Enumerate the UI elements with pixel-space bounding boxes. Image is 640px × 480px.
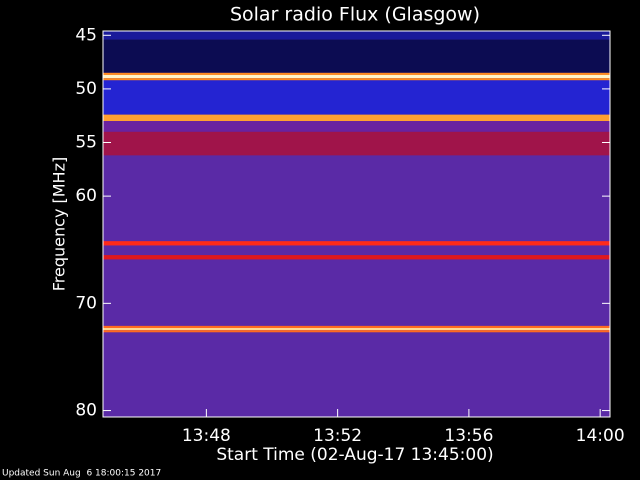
frequency-band [103,330,610,333]
frequency-band [103,72,610,75]
chart-title: Solar radio Flux (Glasgow) [230,4,480,26]
x-tick-label: 13:48 [182,426,231,446]
x-tick-label: 14:00 [576,426,625,446]
y-tick-label: 45 [75,25,97,45]
frequency-band [103,80,610,115]
frequency-band [103,74,610,79]
frequency-band [103,39,610,73]
frequency-band [103,31,610,40]
frequency-band [103,121,610,132]
frequency-band [103,131,610,156]
frequency-band [103,328,610,331]
footer: Updated Sun Aug 6 18:00:15 2017 [2,469,161,479]
x-tick-label: 13:52 [313,426,362,446]
y-tick-label: 60 [75,186,97,206]
y-tick-label: 55 [75,133,97,153]
y-tick-label: 50 [75,79,97,99]
y-tick-label: 80 [75,401,97,421]
frequency-band [103,325,610,329]
y-tick-label: 70 [75,293,97,313]
x-tick-label: 13:56 [444,426,493,446]
frequency-band [103,241,610,246]
x-axis-label: Start Time (02-Aug-17 13:45:00) [216,445,493,465]
y-axis-label: Frequency [MHz] [50,157,69,291]
frequency-band [103,255,610,260]
frequency-band [103,114,610,122]
plot-frame [102,30,611,418]
frequency-band [103,78,610,81]
